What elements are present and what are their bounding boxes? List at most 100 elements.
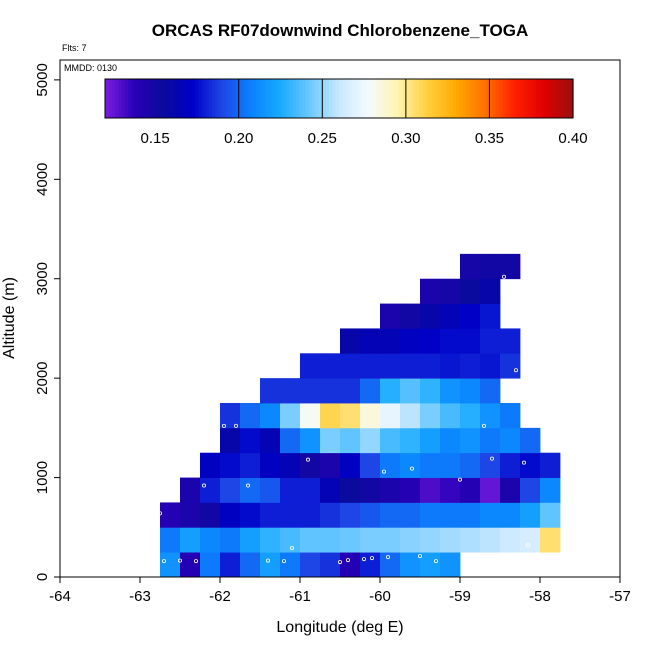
colorbar-segment bbox=[325, 79, 330, 118]
heatmap-cell bbox=[220, 427, 241, 454]
heatmap-cell bbox=[300, 378, 321, 404]
heatmap-cell bbox=[460, 477, 481, 503]
heatmap-cell bbox=[340, 552, 361, 578]
colorbar-segment bbox=[365, 79, 370, 118]
y-axis: 0 1000 2000 3000 4000 5000 bbox=[34, 63, 60, 581]
colorbar-segment bbox=[252, 79, 257, 118]
colorbar-segment bbox=[385, 79, 390, 118]
sample-point bbox=[417, 554, 422, 559]
colorbar-segment bbox=[135, 79, 140, 118]
heatmap-cell bbox=[480, 278, 501, 304]
colorbar-segment bbox=[489, 79, 494, 118]
heatmap-cell bbox=[220, 403, 241, 429]
heatmap-cell bbox=[260, 477, 281, 503]
colorbar-segment bbox=[375, 79, 380, 118]
heatmap-cell bbox=[440, 477, 461, 503]
colorbar-segment bbox=[188, 79, 193, 118]
heatmap-cell bbox=[460, 353, 481, 379]
y-tick-label: 3000 bbox=[34, 262, 51, 295]
colorbar-segment bbox=[405, 79, 410, 118]
heatmap-cell bbox=[220, 552, 241, 578]
heatmap-cell bbox=[500, 328, 521, 354]
sample-point bbox=[161, 559, 166, 564]
heatmap-cell bbox=[440, 527, 461, 553]
colorbar-segment bbox=[345, 79, 350, 118]
colorbar-tick-label: 0.35 bbox=[475, 130, 504, 147]
heatmap-cell bbox=[200, 477, 221, 503]
heatmap-cell bbox=[220, 502, 241, 528]
colorbar-segment bbox=[161, 79, 166, 118]
x-axis: -64 -63 -62 -61 -60 -59 -58 -57 bbox=[49, 577, 631, 605]
colorbar-segment bbox=[395, 79, 400, 118]
heatmap-cell bbox=[520, 502, 541, 528]
heatmap-cell bbox=[320, 378, 341, 404]
colorbar-segment bbox=[449, 79, 454, 118]
heatmap-cell bbox=[220, 477, 241, 503]
colorbar-segment bbox=[228, 79, 233, 118]
colorbar-segment bbox=[339, 79, 343, 118]
heatmap-cell bbox=[520, 427, 541, 454]
heatmap-cell bbox=[320, 552, 341, 578]
heatmap-cell bbox=[300, 452, 321, 478]
heatmap-cell bbox=[360, 353, 381, 379]
x-tick-label: -63 bbox=[129, 588, 151, 605]
colorbar-segment bbox=[125, 79, 129, 118]
colorbar-tick-label: 0.40 bbox=[558, 130, 587, 147]
colorbar-segment bbox=[425, 79, 430, 118]
colorbar-segment bbox=[211, 79, 216, 118]
heatmap-cell bbox=[340, 353, 361, 379]
heatmap-cell bbox=[200, 452, 221, 478]
colorbar-segment bbox=[512, 79, 517, 118]
heatmap-cell bbox=[420, 353, 441, 379]
colorbar-segment bbox=[111, 79, 116, 118]
heatmap-cell bbox=[180, 527, 201, 553]
sample-point bbox=[157, 511, 162, 516]
heatmap-cell bbox=[460, 427, 481, 454]
heatmap-cell bbox=[480, 378, 501, 404]
heatmap-cell bbox=[280, 502, 301, 528]
heatmap-cell bbox=[240, 477, 261, 503]
colorbar-segment bbox=[322, 79, 327, 118]
heatmap-cell bbox=[340, 328, 361, 354]
colorbar-segment bbox=[459, 79, 464, 118]
heatmap-cell bbox=[300, 353, 321, 379]
colorbar-segment bbox=[469, 79, 474, 118]
heatmap-cell bbox=[320, 502, 341, 528]
colorbar-segment bbox=[312, 79, 317, 118]
heatmap-cell bbox=[380, 427, 401, 454]
heatmap-cell bbox=[500, 353, 521, 379]
heatmap-cell bbox=[500, 452, 521, 478]
colorbar-segment bbox=[539, 79, 544, 118]
heatmap-cell bbox=[360, 403, 381, 429]
y-axis-label: Altitude (m) bbox=[1, 277, 18, 359]
heatmap-cell bbox=[480, 253, 501, 280]
colorbar-tick-label: 0.25 bbox=[308, 130, 337, 147]
heatmap-cell bbox=[180, 477, 201, 503]
x-tick-label: -64 bbox=[49, 588, 71, 605]
colorbar-segment bbox=[382, 79, 387, 118]
heatmap-cell bbox=[360, 527, 381, 553]
heatmap-cell bbox=[480, 353, 501, 379]
colorbar-segment bbox=[118, 79, 123, 118]
heatmap-cell bbox=[380, 552, 401, 578]
colorbar-segment bbox=[268, 79, 273, 118]
heatmap-cell bbox=[420, 427, 441, 454]
heatmap-cell bbox=[540, 477, 561, 503]
colorbar-segment bbox=[435, 79, 440, 118]
heatmap-cell bbox=[260, 403, 281, 429]
y-tick-label: 0 bbox=[34, 573, 51, 581]
colorbar-segment bbox=[262, 79, 267, 118]
sample-point bbox=[522, 460, 527, 465]
heatmap-cell bbox=[160, 527, 181, 553]
heatmap-cell bbox=[500, 403, 521, 429]
heatmap-cell bbox=[260, 552, 281, 578]
colorbar-segment bbox=[165, 79, 170, 118]
heatmap-cell bbox=[460, 403, 481, 429]
heatmap-cell bbox=[420, 477, 441, 503]
colorbar-segment bbox=[372, 79, 377, 118]
heatmap-cell bbox=[420, 278, 441, 304]
sample-point bbox=[337, 560, 342, 565]
colorbar-segment bbox=[569, 79, 574, 118]
colorbar-segment bbox=[232, 79, 236, 118]
